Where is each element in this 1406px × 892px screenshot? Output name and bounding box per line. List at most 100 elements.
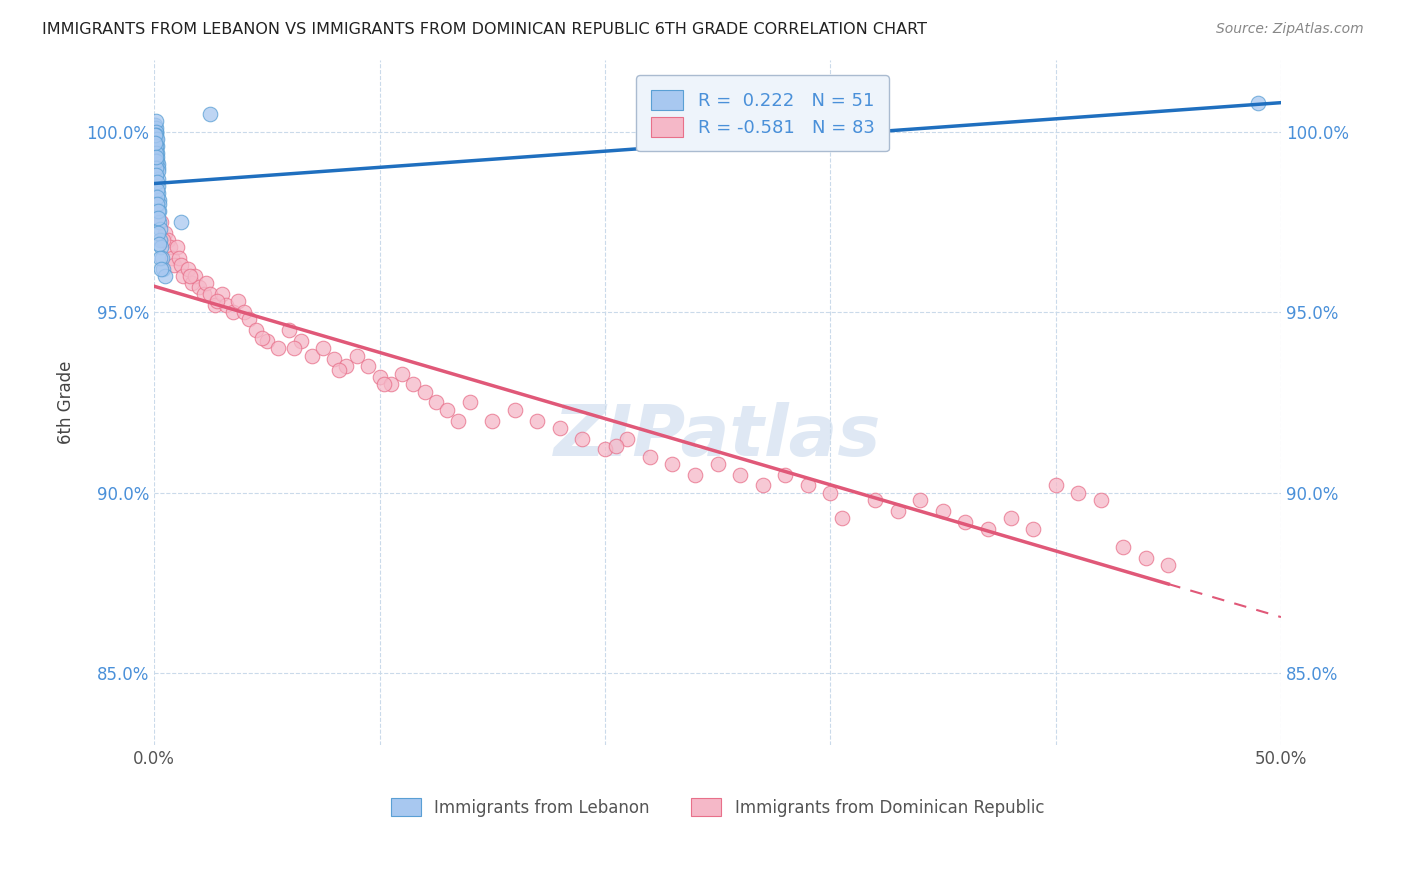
- Point: [1247, 95, 1270, 110]
- Point: [156, 233, 179, 247]
- Point: [818, 485, 841, 500]
- Point: [146, 132, 169, 146]
- Point: [143, 118, 166, 132]
- Point: [145, 114, 167, 128]
- Point: [605, 439, 627, 453]
- Point: [145, 139, 167, 153]
- Point: [146, 204, 169, 219]
- Point: [346, 349, 368, 363]
- Point: [256, 334, 278, 348]
- Point: [149, 240, 172, 254]
- Point: [146, 171, 169, 186]
- Point: [146, 161, 169, 175]
- Text: IMMIGRANTS FROM LEBANON VS IMMIGRANTS FROM DOMINICAN REPUBLIC 6TH GRADE CORRELAT: IMMIGRANTS FROM LEBANON VS IMMIGRANTS FR…: [42, 22, 927, 37]
- Point: [145, 125, 167, 139]
- Point: [683, 467, 706, 482]
- Point: [145, 125, 167, 139]
- Point: [211, 287, 233, 301]
- Point: [226, 294, 249, 309]
- Point: [193, 287, 215, 301]
- Point: [145, 146, 167, 161]
- Point: [1022, 522, 1045, 536]
- Point: [436, 402, 458, 417]
- Point: [148, 186, 170, 201]
- Point: [170, 258, 193, 272]
- Point: [301, 349, 323, 363]
- Point: [149, 262, 172, 277]
- Point: [160, 251, 183, 265]
- Point: [145, 121, 167, 136]
- Point: [148, 226, 170, 240]
- Point: [195, 277, 218, 291]
- Point: [148, 194, 170, 208]
- Point: [638, 450, 661, 464]
- Point: [796, 478, 818, 492]
- Point: [312, 342, 335, 356]
- Point: [146, 190, 169, 204]
- Point: [1045, 478, 1067, 492]
- Point: [887, 504, 910, 518]
- Point: [145, 150, 167, 164]
- Point: [149, 251, 172, 265]
- Point: [245, 323, 267, 337]
- Point: [1090, 492, 1112, 507]
- Point: [204, 298, 226, 312]
- Point: [751, 478, 773, 492]
- Point: [181, 277, 204, 291]
- Y-axis label: 6th Grade: 6th Grade: [58, 360, 75, 444]
- Point: [145, 153, 167, 168]
- Point: [152, 233, 174, 247]
- Point: [1135, 550, 1157, 565]
- Point: [152, 262, 174, 277]
- Point: [177, 262, 200, 277]
- Text: Source: ZipAtlas.com: Source: ZipAtlas.com: [1216, 22, 1364, 37]
- Point: [167, 251, 190, 265]
- Point: [1067, 485, 1090, 500]
- Point: [661, 457, 683, 471]
- Point: [183, 269, 205, 284]
- Point: [146, 182, 169, 196]
- Point: [200, 107, 222, 121]
- Point: [148, 204, 170, 219]
- Point: [503, 402, 526, 417]
- Point: [172, 269, 194, 284]
- Point: [145, 136, 167, 150]
- Point: [380, 377, 402, 392]
- Point: [145, 175, 167, 189]
- Point: [149, 222, 172, 236]
- Point: [145, 128, 167, 143]
- Point: [1112, 540, 1135, 554]
- Point: [773, 467, 796, 482]
- Legend: Immigrants from Lebanon, Immigrants from Dominican Republic: Immigrants from Lebanon, Immigrants from…: [384, 791, 1050, 823]
- Point: [145, 139, 167, 153]
- Point: [148, 236, 170, 251]
- Point: [728, 467, 751, 482]
- Point: [146, 153, 169, 168]
- Point: [146, 164, 169, 178]
- Point: [267, 342, 290, 356]
- Point: [238, 312, 260, 326]
- Point: [145, 132, 167, 146]
- Point: [159, 240, 181, 254]
- Point: [155, 226, 177, 240]
- Point: [148, 197, 170, 211]
- Point: [155, 269, 177, 284]
- Point: [391, 367, 413, 381]
- Point: [593, 442, 616, 457]
- Point: [233, 305, 256, 319]
- Point: [146, 211, 169, 226]
- Point: [145, 168, 167, 182]
- Point: [368, 370, 391, 384]
- Point: [170, 215, 193, 229]
- Point: [146, 157, 169, 171]
- Point: [373, 377, 395, 392]
- Point: [149, 233, 172, 247]
- Point: [146, 146, 169, 161]
- Point: [215, 298, 238, 312]
- Point: [145, 143, 167, 157]
- Point: [932, 504, 955, 518]
- Point: [146, 150, 169, 164]
- Point: [148, 178, 170, 193]
- Point: [955, 515, 977, 529]
- Point: [149, 215, 172, 229]
